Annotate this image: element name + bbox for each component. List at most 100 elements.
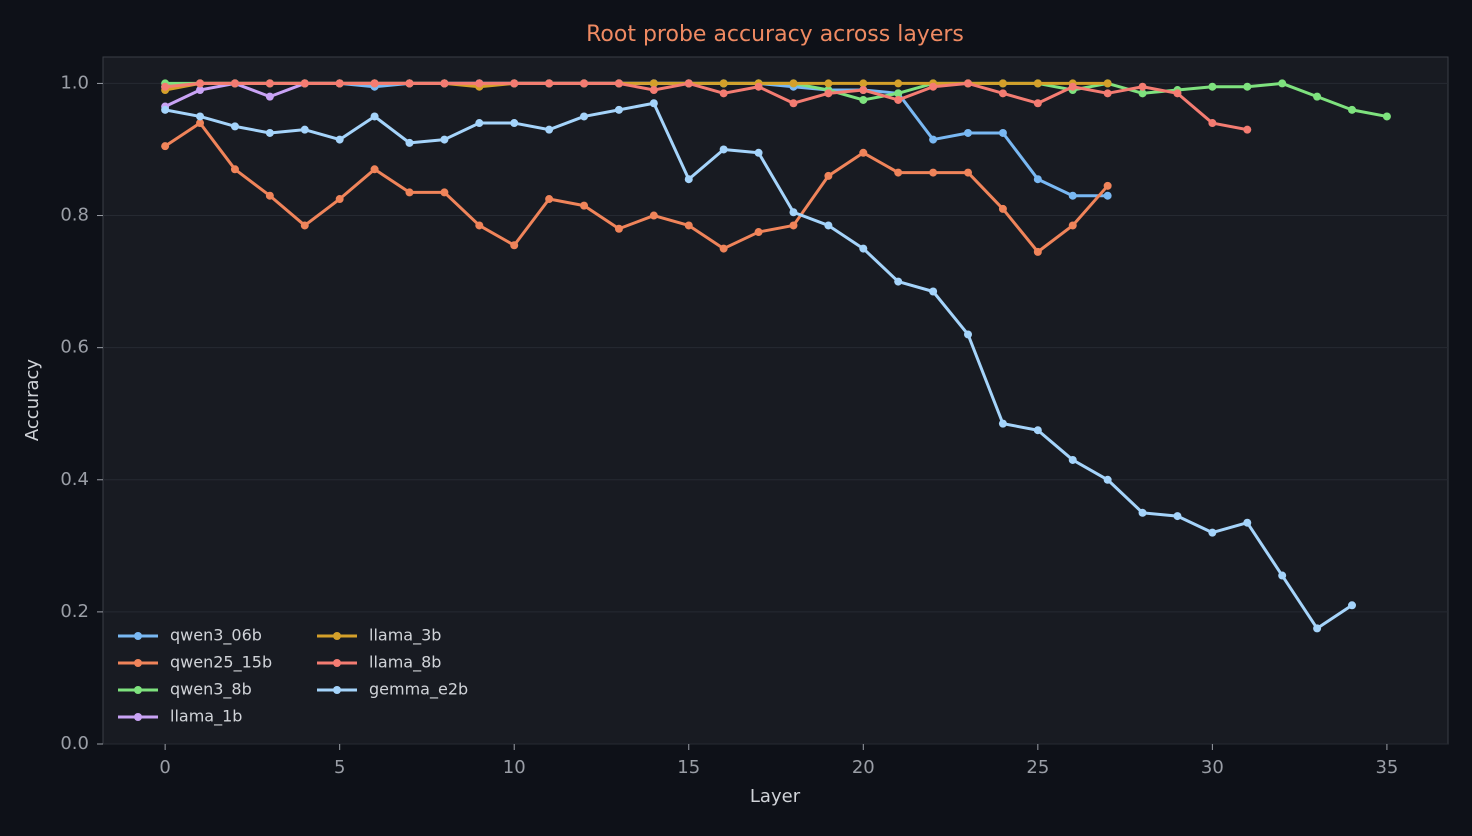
point (405, 138, 414, 147)
point (265, 128, 274, 137)
point (1068, 455, 1077, 464)
point (754, 82, 763, 91)
point (1348, 601, 1357, 610)
point (335, 135, 344, 144)
y-tick-label: 0.2 (60, 601, 89, 622)
point (789, 99, 798, 108)
point (580, 201, 589, 210)
point (335, 195, 344, 204)
point (684, 221, 693, 230)
point (614, 224, 623, 233)
point (510, 241, 519, 250)
point (894, 277, 903, 286)
point (265, 92, 274, 101)
point (719, 145, 728, 154)
point (964, 330, 973, 339)
y-tick-label: 0.0 (60, 733, 89, 754)
point (1033, 79, 1042, 88)
x-tick-label: 30 (1201, 757, 1224, 778)
y-tick-label: 0.4 (60, 469, 89, 490)
legend-label: qwen25_15b (170, 653, 272, 673)
legend-label: llama_8b (369, 653, 441, 673)
point (370, 79, 379, 88)
point (265, 191, 274, 200)
y-axis-label: Accuracy (22, 359, 43, 442)
point (754, 148, 763, 157)
series-line (164, 121, 1109, 254)
point (1033, 426, 1042, 435)
point (1243, 518, 1252, 527)
point (789, 208, 798, 217)
point (440, 188, 449, 197)
point (998, 128, 1007, 137)
point (300, 79, 309, 88)
point (929, 82, 938, 91)
point (545, 79, 554, 88)
point (649, 99, 658, 108)
point (614, 105, 623, 114)
series-line (164, 81, 1248, 132)
point (824, 89, 833, 98)
point (230, 79, 239, 88)
point (719, 244, 728, 253)
point (929, 168, 938, 177)
point (300, 125, 309, 134)
legend-marker (333, 659, 341, 667)
x-tick-label: 25 (1026, 757, 1049, 778)
point (475, 79, 484, 88)
point (824, 221, 833, 230)
point (998, 419, 1007, 428)
legend-marker (333, 686, 341, 694)
point (580, 112, 589, 121)
point (1208, 82, 1217, 91)
y-tick-label: 0.6 (60, 337, 89, 358)
point (719, 89, 728, 98)
point (1278, 571, 1287, 580)
point (510, 119, 519, 128)
legend-marker (134, 659, 142, 667)
point (580, 79, 589, 88)
point (440, 79, 449, 88)
point (1068, 221, 1077, 230)
point (859, 79, 868, 88)
point (964, 128, 973, 137)
point (1138, 89, 1147, 98)
point (161, 105, 170, 114)
point (1208, 119, 1217, 128)
legend-label: gemma_e2b (369, 680, 468, 700)
point (370, 165, 379, 174)
x-tick-label: 10 (503, 757, 526, 778)
point (789, 79, 798, 88)
point (1103, 181, 1112, 190)
point (789, 221, 798, 230)
point (230, 165, 239, 174)
point (440, 135, 449, 144)
point (1103, 79, 1112, 88)
point (196, 79, 205, 88)
x-axis-label: Layer (750, 786, 801, 807)
point (859, 244, 868, 253)
point (824, 171, 833, 180)
point (265, 79, 274, 88)
point (405, 79, 414, 88)
point (545, 195, 554, 204)
point (405, 188, 414, 197)
point (1173, 512, 1182, 521)
point (1278, 79, 1287, 88)
point (1138, 82, 1147, 91)
point (1068, 82, 1077, 91)
x-tick-label: 15 (677, 757, 700, 778)
point (964, 79, 973, 88)
point (614, 79, 623, 88)
point (684, 175, 693, 184)
point (1033, 247, 1042, 256)
plot-area (102, 56, 1449, 745)
point (684, 79, 693, 88)
point (1243, 125, 1252, 134)
point (1208, 528, 1217, 537)
point (859, 86, 868, 95)
point (824, 79, 833, 88)
point (300, 221, 309, 230)
chart-title: Root probe accuracy across layers (586, 22, 964, 47)
